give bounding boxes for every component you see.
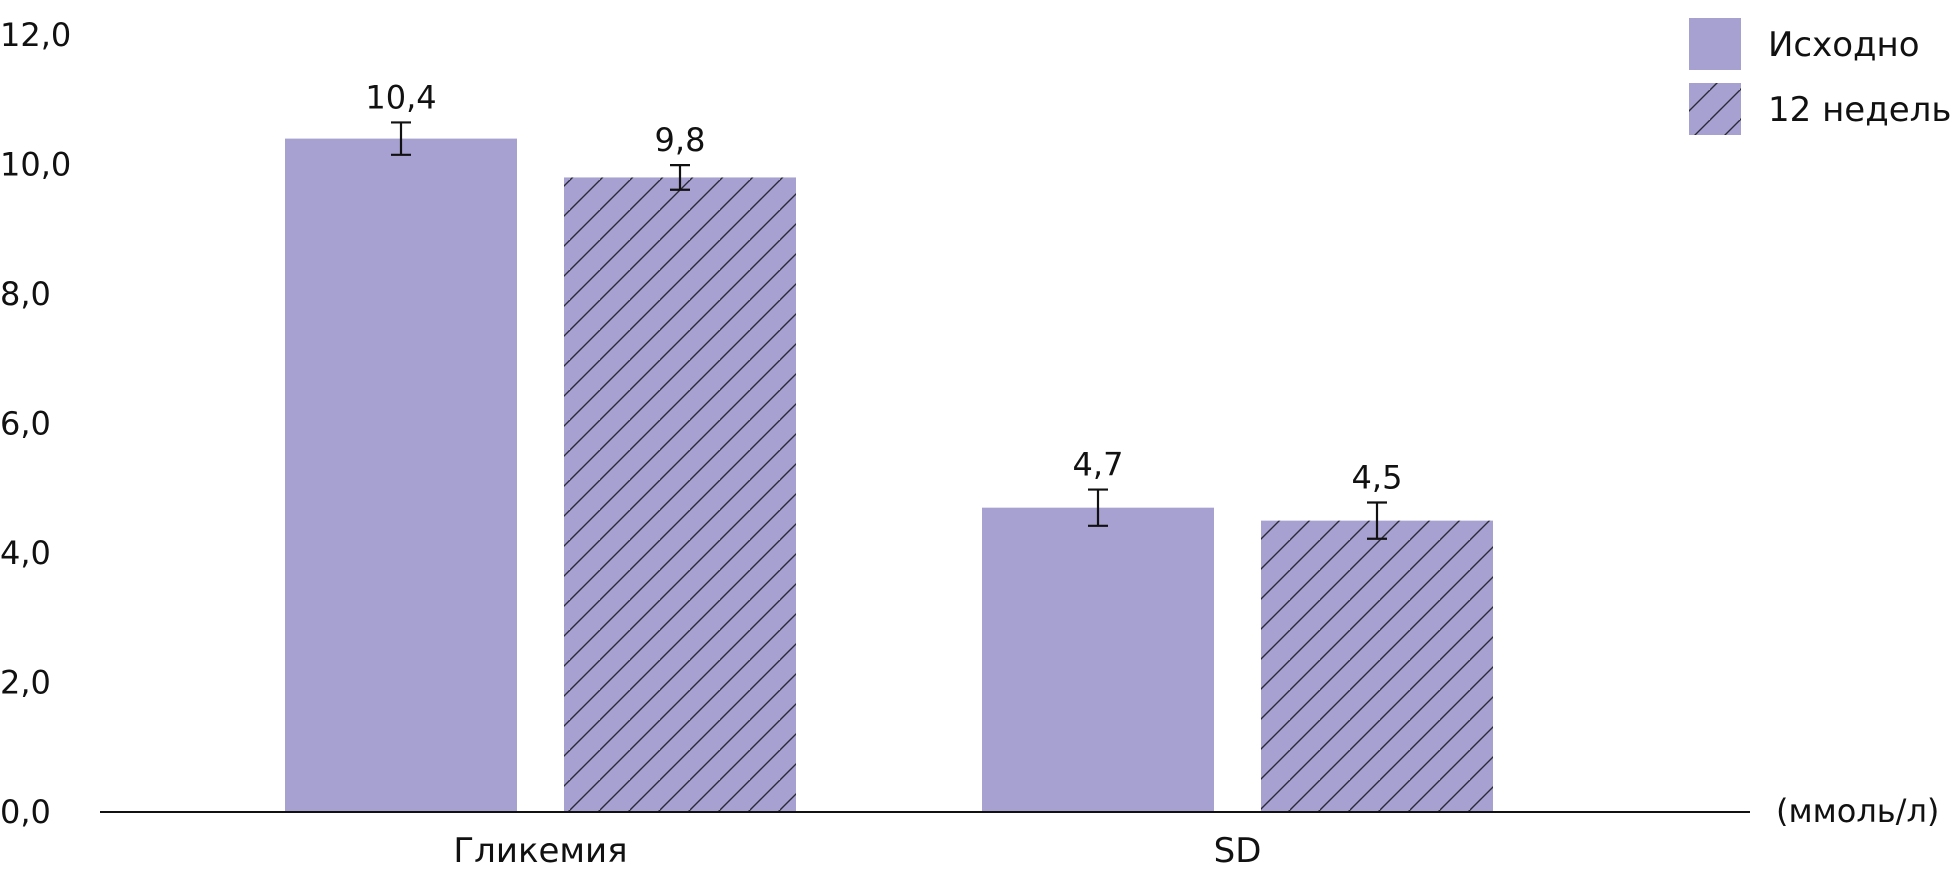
y-tick-label: 4,0 [0,534,51,572]
legend-swatch [1689,18,1741,70]
bar [1261,520,1493,812]
y-tick-label: 10,0 [0,146,71,184]
error-bar [1367,501,1387,540]
legend-label: Исходно [1768,25,1920,65]
bar [564,177,796,812]
category-label: SD [1214,831,1262,871]
legend: Исходно 12 недель [1689,18,1951,135]
y-tick-label: 8,0 [0,275,51,313]
y-tick-label: 2,0 [0,664,51,702]
error-bar [391,121,411,156]
legend-label: 12 недель [1768,90,1951,130]
bar [982,507,1214,812]
data-label: 10,4 [365,78,436,116]
data-label: 4,5 [1352,458,1403,496]
unit-label: (ммоль/л) [1776,792,1939,830]
error-bar [670,164,690,191]
data-label: 4,7 [1073,446,1124,484]
data-labels: 10,4 4,7 9,8 4,5 [365,78,1402,496]
data-label: 9,8 [655,121,706,159]
legend-swatch [1689,83,1741,135]
y-tick-label: 6,0 [0,405,51,443]
error-bar [1088,488,1108,527]
error-bars [391,121,1387,540]
y-axis-tick-labels: 0,0 2,0 4,0 6,0 8,0 10,0 12,0 [0,16,71,831]
y-tick-label: 12,0 [0,16,71,54]
bars [285,138,1493,813]
category-label: Гликемия [453,831,627,871]
bar [285,138,517,813]
category-labels: Гликемия SD [453,831,1261,871]
y-tick-label: 0,0 [0,793,51,831]
